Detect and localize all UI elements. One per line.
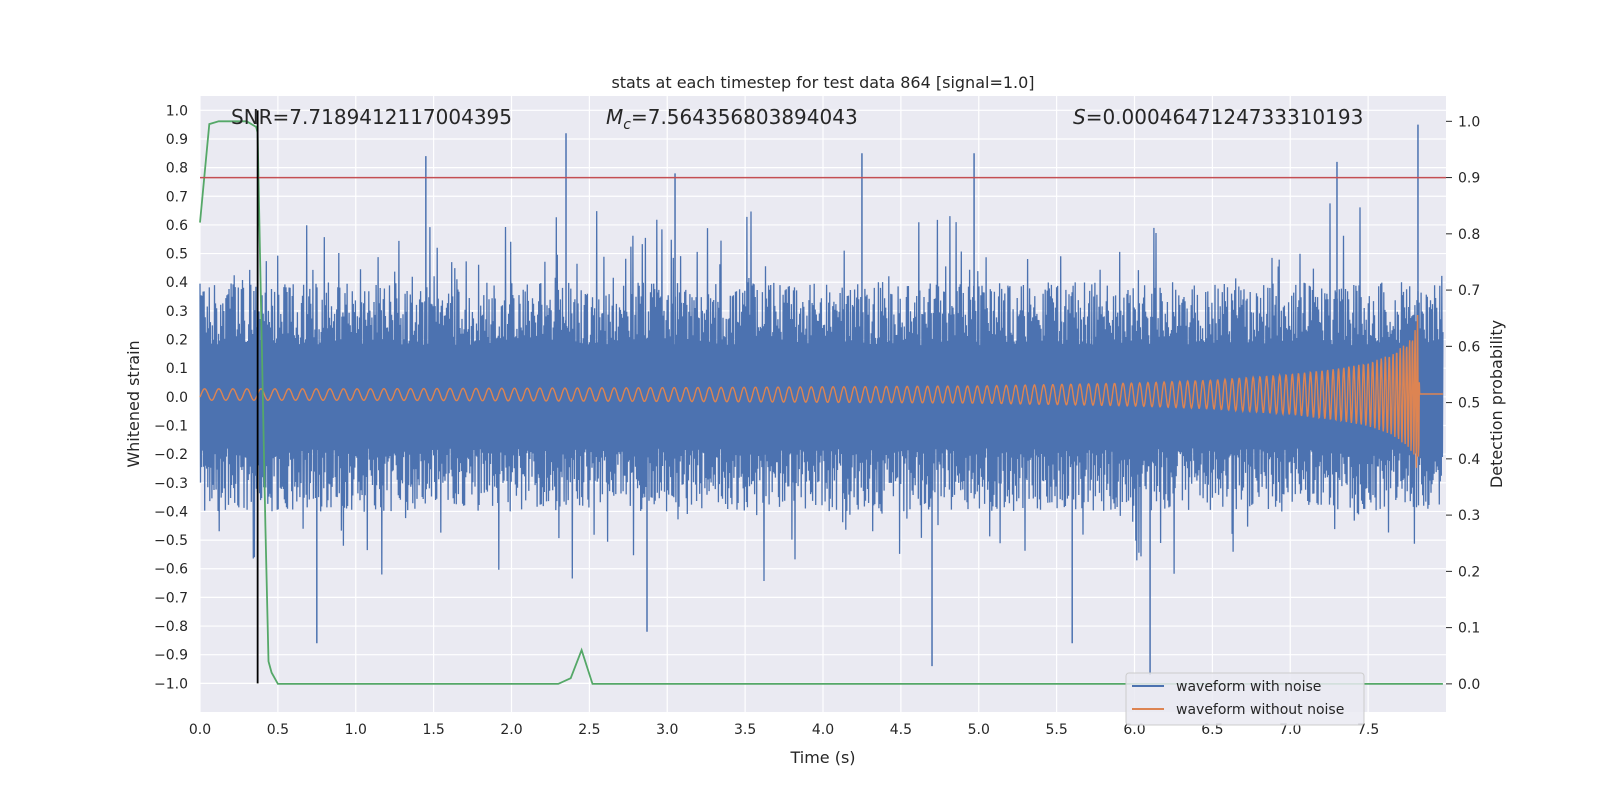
detection-probability-line [199,120,1443,685]
y-tick-label: −1.0 [154,676,188,692]
y2-tick-label: 0.8 [1458,227,1480,243]
y-tick-label: 0.0 [166,390,188,406]
y2-tick-label: 0.4 [1458,452,1480,468]
y-tick-label: −0.8 [154,619,188,635]
y-tick-label: 0.9 [166,132,188,148]
ticks: 0.0 0.5 1.0 1.5 2.0 2.5 3.0 3.5 4.0 4.5 5.0 5.5 6.0 6… [154,103,1480,738]
y-tick-label: 1.0 [166,103,188,119]
x-axis-label: Time (s) [789,748,855,767]
x-tick-label: 2.0 [500,722,522,738]
x-tick-label: 0.5 [267,722,289,738]
x-tick-label: 2.5 [578,722,600,738]
y-tick-label: −0.2 [154,447,188,463]
series-waveform-with-noise [199,124,1444,675]
x-tick-label: 0.0 [189,722,211,738]
y-tick-label: 0.5 [166,247,188,263]
y-tick-label: −0.4 [154,504,188,520]
y-tick-label: 0.2 [166,333,188,349]
y-tick-label: −0.5 [154,533,188,549]
s-annotation: S=0.0004647124733310193 [1073,105,1363,129]
x-tick-label: 6.0 [1123,722,1145,738]
chirp-mass-value: =7.564356803894043 [631,105,858,129]
s-value: =0.0004647124733310193 [1086,105,1364,129]
legend-label-clean: waveform without noise [1176,702,1344,718]
x-tick-label: 5.5 [1045,722,1067,738]
y2-tick-label: 0.2 [1458,564,1480,580]
series-detection-probability [199,120,1443,685]
y-tick-label: 0.7 [166,189,188,205]
y2-tick-label: 0.6 [1458,339,1480,355]
y2-axis-label: Detection probability [1487,320,1506,488]
y2-tick-label: 1.0 [1458,114,1480,130]
y-tick-label: −0.6 [154,562,188,578]
x-tick-label: 7.0 [1279,722,1301,738]
x-tick-label: 1.5 [422,722,444,738]
chart-title: stats at each timestep for test data 864… [611,73,1034,92]
legend-box [1125,672,1365,726]
x-tick-label: 4.5 [890,722,912,738]
y2-tick-label: 0.9 [1458,171,1480,187]
y-tick-label: 0.6 [166,218,188,234]
y-tick-label: 0.8 [166,161,188,177]
legend: waveform with noise waveform without noi… [1125,672,1365,726]
x-tick-label: 3.5 [734,722,756,738]
s-symbol: S [1073,105,1086,129]
chirp-mass-symbol: M [606,105,623,129]
chirp-mass-subscript: c [623,117,631,133]
y-tick-label: 0.3 [166,304,188,320]
y-axis-label: Whitened strain [124,340,143,467]
x-tick-label: 4.0 [812,722,834,738]
legend-label-noise: waveform with noise [1176,679,1321,695]
markers [200,110,1446,684]
y-tick-label: −0.9 [154,648,188,664]
y2-tick-label: 0.0 [1458,677,1480,693]
y2-tick-label: 0.7 [1458,283,1480,299]
x-tick-label: 6.5 [1201,722,1223,738]
x-tick-label: 3.0 [656,722,678,738]
y-tick-label: −0.1 [154,418,188,434]
chirp-mass-annotation: Mc=7.564356803894043 [606,105,858,133]
y-tick-label: −0.7 [154,590,188,606]
y-tick-label: 0.1 [166,361,188,377]
x-tick-label: 5.0 [968,722,990,738]
snr-annotation: SNR=7.7189412117004395 [231,105,512,129]
y2-tick-label: 0.1 [1458,621,1480,637]
x-tick-label: 7.5 [1357,722,1379,738]
y2-tick-label: 0.5 [1458,396,1480,412]
noise-waveform-line [199,203,1444,582]
y2-tick-label: 0.3 [1458,508,1480,524]
y-tick-label: 0.4 [166,275,188,291]
x-tick-label: 1.0 [345,722,367,738]
y-tick-label: −0.3 [154,476,188,492]
clean-waveform-line [199,314,1443,468]
series-waveform-without-noise [199,314,1443,468]
